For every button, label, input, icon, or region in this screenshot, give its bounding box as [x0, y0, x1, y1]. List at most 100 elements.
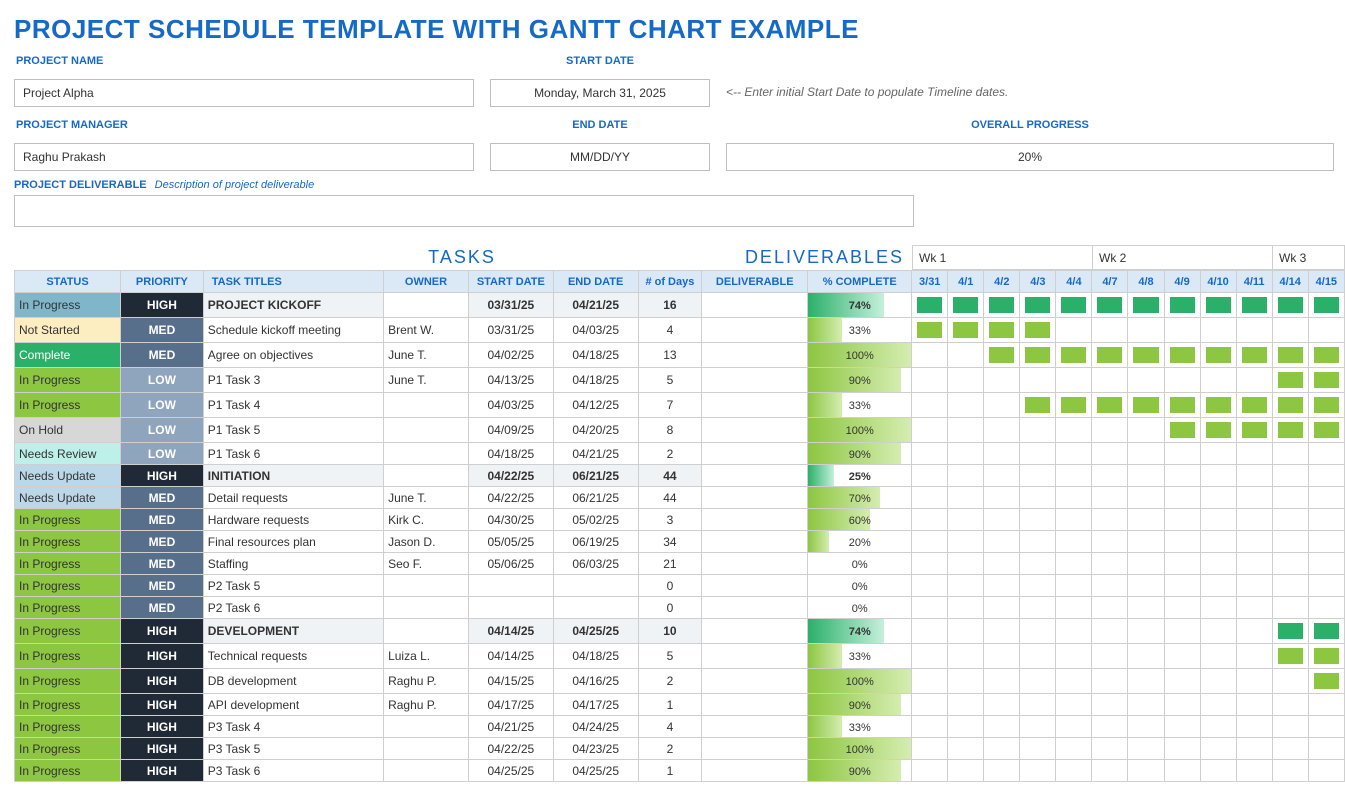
- table-row[interactable]: In ProgressMEDFinal resources planJason …: [15, 531, 1345, 553]
- priority-cell[interactable]: HIGH: [121, 694, 204, 716]
- priority-cell[interactable]: HIGH: [121, 760, 204, 782]
- status-cell[interactable]: In Progress: [15, 760, 121, 782]
- priority-cell[interactable]: MED: [121, 343, 204, 368]
- col-priority[interactable]: PRIORITY: [121, 271, 204, 293]
- days-cell[interactable]: 10: [638, 619, 702, 644]
- table-row[interactable]: In ProgressHIGHPROJECT KICKOFF03/31/2504…: [15, 293, 1345, 318]
- deliverable-cell[interactable]: [702, 318, 808, 343]
- priority-cell[interactable]: LOW: [121, 443, 204, 465]
- task-title-cell[interactable]: API development: [203, 694, 383, 716]
- end-date-cell[interactable]: 04/16/25: [553, 669, 638, 694]
- task-title-cell[interactable]: P1 Task 3: [203, 368, 383, 393]
- status-cell[interactable]: In Progress: [15, 531, 121, 553]
- priority-cell[interactable]: MED: [121, 487, 204, 509]
- owner-cell[interactable]: [384, 738, 469, 760]
- deliverable-cell[interactable]: [702, 644, 808, 669]
- table-row[interactable]: In ProgressHIGHAPI developmentRaghu P.04…: [15, 694, 1345, 716]
- status-cell[interactable]: Not Started: [15, 318, 121, 343]
- col-days[interactable]: # of Days: [638, 271, 702, 293]
- deliverable-cell[interactable]: [702, 509, 808, 531]
- deliverable-cell[interactable]: [702, 669, 808, 694]
- end-date-input[interactable]: MM/DD/YY: [490, 143, 710, 171]
- deliverable-cell[interactable]: [702, 716, 808, 738]
- priority-cell[interactable]: LOW: [121, 393, 204, 418]
- end-date-cell[interactable]: 05/02/25: [553, 509, 638, 531]
- start-date-cell[interactable]: [468, 575, 553, 597]
- deliverable-cell[interactable]: [702, 619, 808, 644]
- task-title-cell[interactable]: DB development: [203, 669, 383, 694]
- deliverable-cell[interactable]: [702, 760, 808, 782]
- task-title-cell[interactable]: P1 Task 4: [203, 393, 383, 418]
- table-row[interactable]: Needs UpdateMEDDetail requestsJune T.04/…: [15, 487, 1345, 509]
- table-row[interactable]: In ProgressHIGHDEVELOPMENT04/14/2504/25/…: [15, 619, 1345, 644]
- start-date-cell[interactable]: 04/18/25: [468, 443, 553, 465]
- end-date-cell[interactable]: 04/17/25: [553, 694, 638, 716]
- owner-cell[interactable]: Jason D.: [384, 531, 469, 553]
- table-row[interactable]: In ProgressHIGHP3 Task 504/22/2504/23/25…: [15, 738, 1345, 760]
- owner-cell[interactable]: [384, 418, 469, 443]
- project-manager-input[interactable]: Raghu Prakash: [14, 143, 474, 171]
- owner-cell[interactable]: [384, 393, 469, 418]
- end-date-cell[interactable]: 04/18/25: [553, 343, 638, 368]
- task-title-cell[interactable]: Final resources plan: [203, 531, 383, 553]
- owner-cell[interactable]: June T.: [384, 343, 469, 368]
- deliverable-cell[interactable]: [702, 393, 808, 418]
- deliverable-cell[interactable]: [702, 418, 808, 443]
- start-date-cell[interactable]: 03/31/25: [468, 318, 553, 343]
- task-title-cell[interactable]: P3 Task 5: [203, 738, 383, 760]
- col-start-date[interactable]: START DATE: [468, 271, 553, 293]
- end-date-cell[interactable]: 04/03/25: [553, 318, 638, 343]
- deliverable-cell[interactable]: [702, 487, 808, 509]
- priority-cell[interactable]: HIGH: [121, 669, 204, 694]
- owner-cell[interactable]: Luiza L.: [384, 644, 469, 669]
- owner-cell[interactable]: [384, 619, 469, 644]
- priority-cell[interactable]: HIGH: [121, 716, 204, 738]
- table-row[interactable]: In ProgressHIGHP3 Task 404/21/2504/24/25…: [15, 716, 1345, 738]
- task-title-cell[interactable]: P3 Task 6: [203, 760, 383, 782]
- table-row[interactable]: In ProgressLOWP1 Task 3June T.04/13/2504…: [15, 368, 1345, 393]
- owner-cell[interactable]: Raghu P.: [384, 694, 469, 716]
- start-date-cell[interactable]: 04/22/25: [468, 487, 553, 509]
- task-title-cell[interactable]: P1 Task 5: [203, 418, 383, 443]
- end-date-cell[interactable]: 04/25/25: [553, 760, 638, 782]
- priority-cell[interactable]: HIGH: [121, 738, 204, 760]
- start-date-input[interactable]: Monday, March 31, 2025: [490, 79, 710, 107]
- start-date-cell[interactable]: 03/31/25: [468, 293, 553, 318]
- priority-cell[interactable]: MED: [121, 597, 204, 619]
- col-task-titles[interactable]: TASK TITLES: [203, 271, 383, 293]
- start-date-cell[interactable]: 04/14/25: [468, 644, 553, 669]
- status-cell[interactable]: In Progress: [15, 738, 121, 760]
- days-cell[interactable]: 2: [638, 443, 702, 465]
- status-cell[interactable]: In Progress: [15, 644, 121, 669]
- table-row[interactable]: In ProgressHIGHP3 Task 604/25/2504/25/25…: [15, 760, 1345, 782]
- owner-cell[interactable]: Raghu P.: [384, 669, 469, 694]
- start-date-cell[interactable]: 05/06/25: [468, 553, 553, 575]
- owner-cell[interactable]: June T.: [384, 368, 469, 393]
- table-row[interactable]: On HoldLOWP1 Task 504/09/2504/20/258100%: [15, 418, 1345, 443]
- end-date-cell[interactable]: 04/24/25: [553, 716, 638, 738]
- start-date-cell[interactable]: 04/02/25: [468, 343, 553, 368]
- deliverable-cell[interactable]: [702, 443, 808, 465]
- days-cell[interactable]: 21: [638, 553, 702, 575]
- owner-cell[interactable]: [384, 716, 469, 738]
- owner-cell[interactable]: Kirk C.: [384, 509, 469, 531]
- owner-cell[interactable]: [384, 443, 469, 465]
- table-row[interactable]: In ProgressMEDP2 Task 600%: [15, 597, 1345, 619]
- owner-cell[interactable]: Seo F.: [384, 553, 469, 575]
- deliverable-cell[interactable]: [702, 531, 808, 553]
- task-title-cell[interactable]: P3 Task 4: [203, 716, 383, 738]
- status-cell[interactable]: In Progress: [15, 509, 121, 531]
- deliverable-cell[interactable]: [702, 575, 808, 597]
- days-cell[interactable]: 1: [638, 694, 702, 716]
- days-cell[interactable]: 2: [638, 738, 702, 760]
- task-title-cell[interactable]: Agree on objectives: [203, 343, 383, 368]
- days-cell[interactable]: 44: [638, 465, 702, 487]
- days-cell[interactable]: 5: [638, 368, 702, 393]
- status-cell[interactable]: In Progress: [15, 669, 121, 694]
- status-cell[interactable]: In Progress: [15, 575, 121, 597]
- priority-cell[interactable]: HIGH: [121, 619, 204, 644]
- table-row[interactable]: In ProgressMEDStaffingSeo F.05/06/2506/0…: [15, 553, 1345, 575]
- deliverable-cell[interactable]: [702, 553, 808, 575]
- deliverable-input[interactable]: [14, 195, 914, 227]
- priority-cell[interactable]: MED: [121, 553, 204, 575]
